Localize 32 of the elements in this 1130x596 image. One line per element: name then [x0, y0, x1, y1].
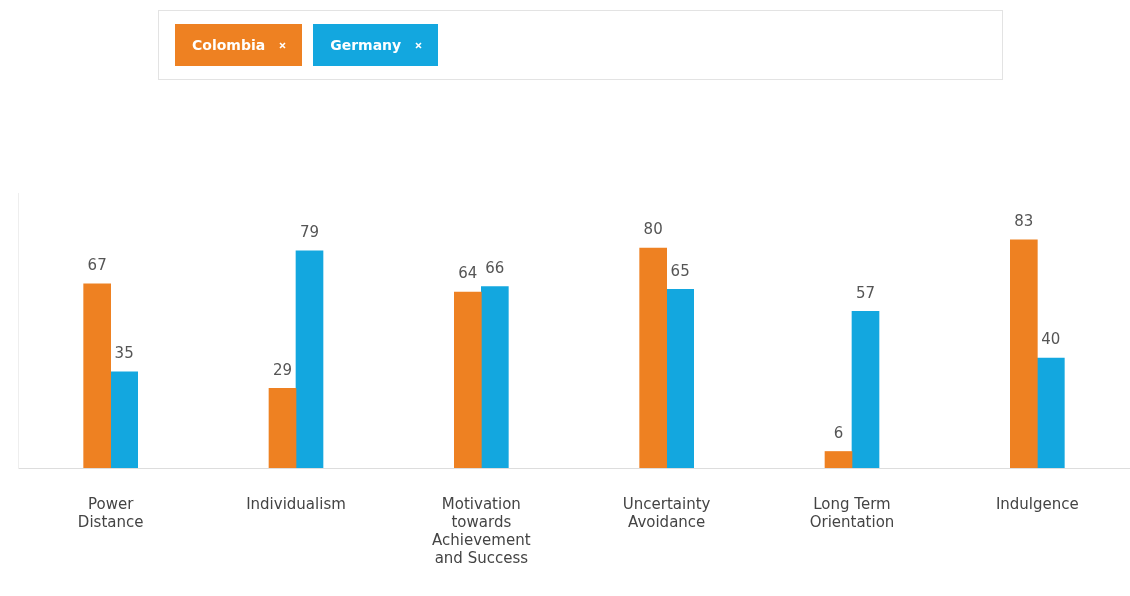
bar	[639, 247, 667, 468]
bar	[110, 371, 138, 468]
data-label: 65	[670, 261, 690, 280]
x-tick-label: Individualism	[246, 494, 346, 513]
x-tick-label: Indulgence	[995, 494, 1079, 513]
bar	[824, 451, 853, 468]
x-tick-label: Power Distance	[77, 494, 144, 531]
bar	[83, 283, 111, 468]
x-tick-label: Motivation towards Achievement and Success	[432, 494, 531, 567]
data-label: 35	[114, 344, 134, 363]
bar	[481, 286, 509, 468]
bar	[268, 387, 297, 468]
x-tick-label: Long Term Orientation	[809, 494, 895, 531]
bar	[1010, 239, 1038, 468]
text: Germany	[330, 37, 402, 53]
data-label: 6	[833, 423, 844, 442]
text: Colombia	[192, 37, 266, 53]
data-label: 67	[87, 256, 107, 275]
data-label: 80	[643, 220, 663, 239]
bar	[295, 250, 324, 468]
bar	[454, 291, 482, 468]
data-label: 83	[1014, 212, 1034, 231]
data-label: 79	[299, 223, 320, 242]
data-label: 64	[458, 264, 478, 283]
bar	[1037, 357, 1065, 468]
data-label: 29	[272, 360, 293, 379]
bar	[851, 310, 880, 468]
data-label: 66	[485, 258, 505, 277]
x-tick-label: Uncertainty Avoidance	[622, 494, 711, 531]
bar	[666, 288, 694, 468]
data-label: 57	[855, 283, 876, 302]
data-label: 40	[1041, 330, 1061, 349]
